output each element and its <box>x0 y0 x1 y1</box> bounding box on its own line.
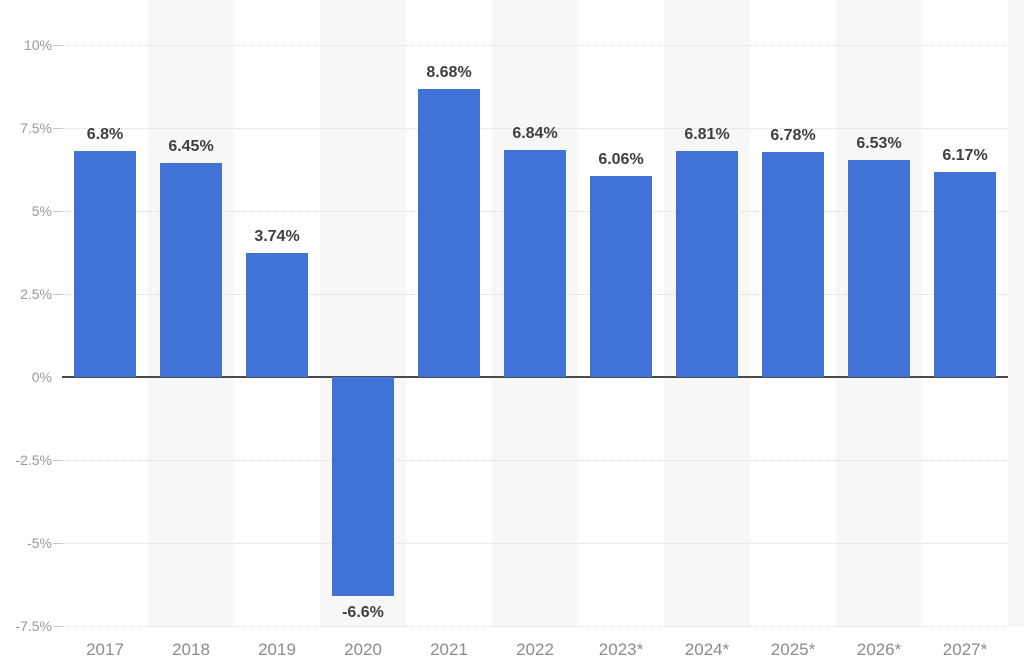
y-tick-label: 0% <box>31 369 52 385</box>
x-tick-label: 2024* <box>684 640 730 659</box>
bar-2018[interactable] <box>160 163 222 377</box>
bar-2019[interactable] <box>246 253 308 377</box>
value-label: 3.74% <box>254 228 300 245</box>
value-label: 6.17% <box>942 147 988 164</box>
x-tick-label: 2017 <box>86 640 124 659</box>
bar-2026[interactable] <box>848 160 910 377</box>
x-tick-label: 2019 <box>258 640 296 659</box>
bar-2025[interactable] <box>762 152 824 377</box>
bar-2020[interactable] <box>332 377 394 596</box>
bar-2024[interactable] <box>676 151 738 377</box>
y-tick-mark <box>53 626 62 627</box>
y-tick-label: 5% <box>31 203 52 219</box>
zero-axis-line <box>62 376 1008 378</box>
gridline <box>62 45 1008 46</box>
value-label: 6.84% <box>512 125 558 142</box>
value-label: 6.53% <box>856 135 902 152</box>
bar-2027[interactable] <box>934 172 996 377</box>
x-tick-label: 2023* <box>598 640 644 659</box>
x-tick-label: 2020 <box>344 640 382 659</box>
x-tick-label: 2021 <box>430 640 468 659</box>
y-tick-mark <box>53 45 62 46</box>
bar-2017[interactable] <box>74 151 136 377</box>
value-label: -6.6% <box>342 604 384 621</box>
x-tick-label: 2018 <box>172 640 210 659</box>
bar-2021[interactable] <box>418 89 480 377</box>
value-label: 6.06% <box>598 151 644 168</box>
value-label: 6.78% <box>770 127 816 144</box>
gridline <box>62 626 1008 627</box>
y-tick-label: 10% <box>23 37 52 53</box>
y-tick-label: 7.5% <box>20 120 52 136</box>
y-tick-mark <box>53 543 62 544</box>
bar-2023[interactable] <box>590 176 652 377</box>
y-tick-mark <box>53 128 62 129</box>
value-label: 6.45% <box>168 138 214 155</box>
value-label: 8.68% <box>426 64 472 81</box>
gridline <box>62 128 1008 129</box>
y-tick-mark <box>53 211 62 212</box>
bar-2022[interactable] <box>504 150 566 377</box>
y-tick-label: -5% <box>27 535 52 551</box>
x-tick-label: 2025* <box>770 640 816 659</box>
gridline <box>62 460 1008 461</box>
y-tick-label: -7.5% <box>15 618 52 634</box>
gridline <box>62 543 1008 544</box>
x-tick-label: 2026* <box>856 640 902 659</box>
value-label: 6.8% <box>86 126 124 143</box>
x-tick-label: 2027* <box>942 640 988 659</box>
x-tick-label: 2022 <box>516 640 554 659</box>
y-tick-mark <box>53 294 62 295</box>
value-label: 6.81% <box>684 126 730 143</box>
y-tick-mark <box>53 460 62 461</box>
y-tick-label: 2.5% <box>20 286 52 302</box>
background-stripe <box>1008 0 1024 627</box>
y-tick-label: -2.5% <box>15 452 52 468</box>
